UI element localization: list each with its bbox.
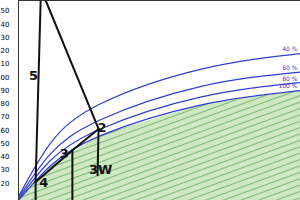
svg-text:60 %: 60 % [282,64,298,71]
svg-text:4: 4 [39,175,48,190]
svg-text:3W: 3W [89,162,112,177]
svg-text:110: 110 [0,60,10,68]
svg-text:130: 130 [0,34,10,42]
svg-text:5: 5 [29,68,38,83]
svg-text:40 %: 40 % [282,45,298,52]
svg-text:20: 20 [1,180,10,188]
svg-text:140: 140 [0,21,10,29]
svg-text:80: 80 [1,100,10,108]
svg-text:60: 60 [1,127,10,135]
svg-text:3: 3 [60,146,69,161]
svg-text:90: 90 [1,87,10,95]
svg-text:100: 100 [0,74,10,82]
svg-text:2: 2 [98,120,107,135]
svg-text:150: 150 [0,7,10,15]
svg-text:120: 120 [0,47,10,55]
svg-text:70: 70 [1,113,10,121]
svg-text:50: 50 [1,140,10,148]
svg-text:80 %: 80 % [282,75,298,82]
svg-text:30: 30 [1,166,10,174]
svg-text:40: 40 [1,153,10,161]
svg-text:100 %: 100 % [278,82,297,89]
